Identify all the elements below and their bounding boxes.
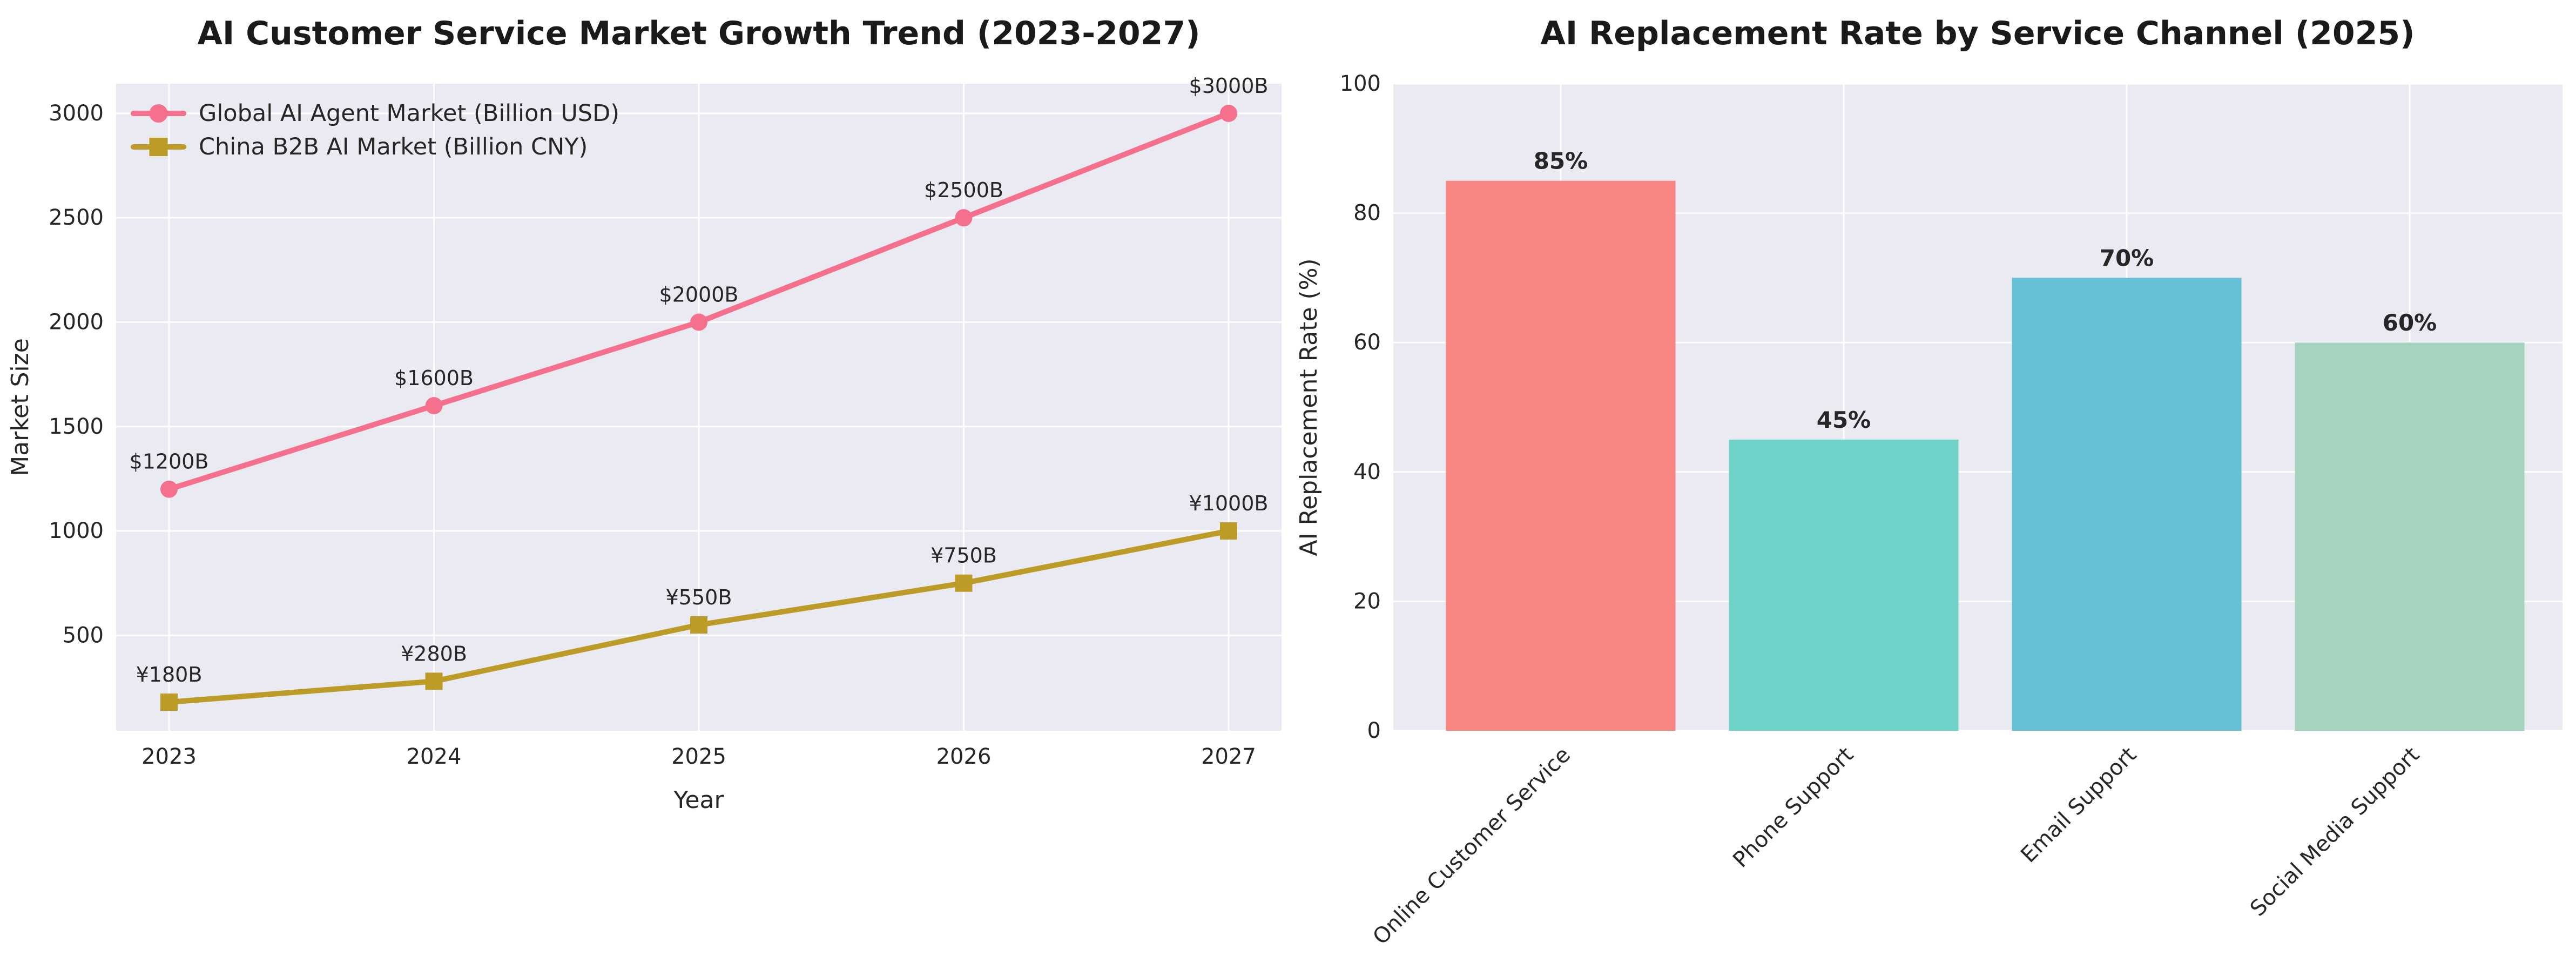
legend-marker-square-icon: [149, 138, 168, 156]
data-point: [160, 480, 178, 498]
y-tick-label: 2000: [49, 309, 104, 334]
bar-value-label: 60%: [2383, 309, 2437, 336]
bar: [2012, 278, 2242, 731]
y-tick-label: 2500: [49, 205, 104, 230]
data-point-label: $1200B: [130, 450, 209, 474]
data-point-label: ¥750B: [930, 544, 997, 568]
data-point-label: ¥280B: [401, 642, 467, 665]
line-chart-ylabel: Market Size: [6, 338, 34, 476]
y-tick-label: 0: [1367, 718, 1381, 743]
data-point: [425, 672, 443, 690]
data-point: [690, 616, 707, 634]
x-tick-label: Online Customer Service: [1368, 743, 1575, 950]
legend-label: China B2B AI Market (Billion CNY): [199, 133, 588, 160]
bar-chart-title: AI Replacement Rate by Service Channel (…: [1540, 15, 2415, 52]
x-tick-label: Social Media Support: [2245, 743, 2424, 921]
x-tick-label: 2024: [407, 744, 462, 769]
y-tick-label: 500: [63, 623, 104, 648]
data-point: [690, 313, 707, 331]
y-tick-label: 1000: [49, 519, 104, 543]
bar: [2295, 342, 2525, 731]
x-tick-label: Email Support: [2016, 743, 2141, 868]
data-point: [1220, 522, 1237, 540]
data-point: [955, 209, 973, 227]
data-point: [160, 694, 178, 711]
bar-value-label: 70%: [2100, 245, 2154, 271]
data-point-label: ¥550B: [666, 585, 732, 609]
line-chart-svg: 500 1000 1500 2000 2500 3000 2023 2024 2025 2026 2…: [6, 15, 1282, 814]
y-tick-label: 40: [1353, 460, 1381, 484]
data-point-label: ¥1000B: [1189, 492, 1269, 515]
data-point: [955, 574, 973, 592]
y-tick-label: 80: [1353, 201, 1381, 226]
legend-marker-circle-icon: [149, 104, 168, 123]
data-point-label: ¥180B: [136, 663, 203, 686]
x-tick-label: Phone Support: [1728, 743, 1858, 873]
bar-chart-svg: 0 20 40 60 80 100 85% Online Customer Service 45…: [1296, 15, 2562, 950]
bar-value-label: 45%: [1817, 407, 1871, 433]
bar: [1729, 439, 1959, 731]
x-tick-label: 2027: [1201, 744, 1256, 769]
x-tick-label: 2026: [936, 744, 992, 769]
data-point-label: $3000B: [1189, 74, 1269, 98]
bar-chart-ylabel: AI Replacement Rate (%): [1296, 258, 1323, 556]
x-tick-label: 2023: [141, 744, 197, 769]
bar-value-label: 85%: [1534, 148, 1588, 174]
data-point: [1220, 104, 1237, 122]
line-chart-title: AI Customer Service Market Growth Trend …: [197, 15, 1200, 52]
x-tick-label: 2025: [671, 744, 726, 769]
line-chart-panel: 500 1000 1500 2000 2500 3000 2023 2024 2025 2026 2…: [6, 15, 1282, 814]
data-point-label: $1600B: [394, 366, 474, 390]
data-point: [425, 397, 443, 415]
bar-chart-panel: 0 20 40 60 80 100 85% Online Customer Service 45…: [1296, 0, 2576, 956]
y-tick-label: 100: [1340, 71, 1381, 96]
y-tick-label: 20: [1353, 589, 1381, 614]
bar: [1446, 180, 1676, 731]
legend-label: Global AI Agent Market (Billion USD): [199, 100, 619, 127]
data-point-label: $2000B: [659, 282, 739, 306]
y-tick-label: 1500: [49, 414, 104, 439]
data-point-label: $2500B: [924, 178, 1003, 202]
line-chart-xlabel: Year: [673, 786, 724, 814]
y-tick-label: 3000: [49, 101, 104, 126]
y-tick-label: 60: [1353, 330, 1381, 355]
